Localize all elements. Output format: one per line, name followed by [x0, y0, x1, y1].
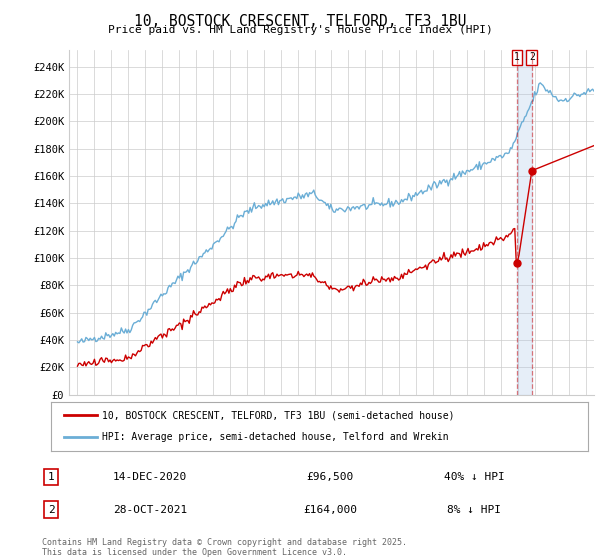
Text: 14-DEC-2020: 14-DEC-2020	[113, 472, 187, 482]
Text: Contains HM Land Registry data © Crown copyright and database right 2025.
This d: Contains HM Land Registry data © Crown c…	[42, 538, 407, 557]
Text: 2: 2	[529, 52, 535, 62]
Text: 10, BOSTOCK CRESCENT, TELFORD, TF3 1BU: 10, BOSTOCK CRESCENT, TELFORD, TF3 1BU	[134, 14, 466, 29]
Text: 2: 2	[47, 505, 55, 515]
Text: 8% ↓ HPI: 8% ↓ HPI	[447, 505, 501, 515]
Text: HPI: Average price, semi-detached house, Telford and Wrekin: HPI: Average price, semi-detached house,…	[102, 432, 449, 442]
Text: 1: 1	[47, 472, 55, 482]
Text: 28-OCT-2021: 28-OCT-2021	[113, 505, 187, 515]
Bar	[517, 50, 532, 395]
Text: Price paid vs. HM Land Registry's House Price Index (HPI): Price paid vs. HM Land Registry's House …	[107, 25, 493, 35]
Text: 10, BOSTOCK CRESCENT, TELFORD, TF3 1BU (semi-detached house): 10, BOSTOCK CRESCENT, TELFORD, TF3 1BU (…	[102, 410, 455, 421]
Text: £164,000: £164,000	[303, 505, 357, 515]
Text: 40% ↓ HPI: 40% ↓ HPI	[443, 472, 505, 482]
Text: 1: 1	[514, 52, 520, 62]
Text: £96,500: £96,500	[307, 472, 353, 482]
